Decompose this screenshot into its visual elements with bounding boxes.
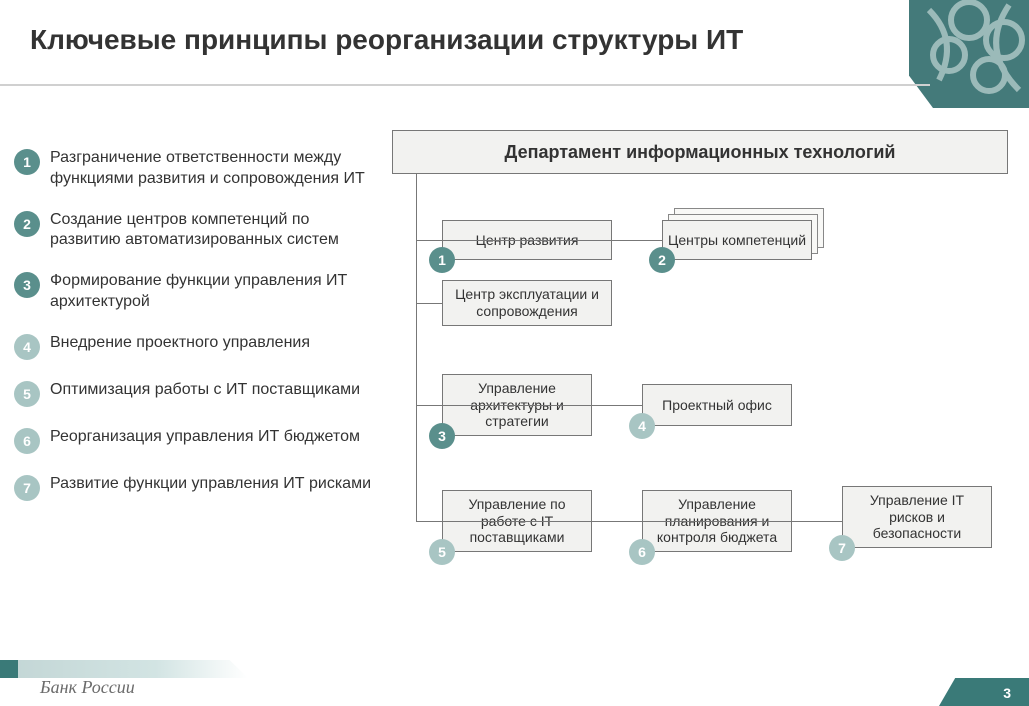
org-node-badge: 2 [649, 247, 675, 273]
principle-badge: 1 [14, 149, 40, 175]
principle-text: Развитие функции управления ИТ рисками [50, 474, 371, 495]
org-chart: Департамент информационных технологий Це… [392, 130, 1012, 620]
principle-item: 7 Развитие функции управления ИТ рисками [14, 474, 374, 501]
principle-badge: 2 [14, 211, 40, 237]
principle-item: 4 Внедрение проектного управления [14, 333, 374, 360]
org-node-badge: 1 [429, 247, 455, 273]
principle-item: 6 Реорганизация управления ИТ бюджетом [14, 427, 374, 454]
principle-text: Реорганизация управления ИТ бюджетом [50, 427, 360, 448]
footer: Банк России 3 [0, 678, 1029, 706]
org-node-pmo: Проектный офис [642, 384, 792, 426]
principle-badge: 3 [14, 272, 40, 298]
dept-root-box: Департамент информационных технологий [392, 130, 1008, 174]
principle-text: Разграничение ответственности между функ… [50, 148, 374, 190]
page-number: 3 [1003, 685, 1011, 701]
corner-ornament [909, 0, 1029, 108]
org-node-badge: 3 [429, 423, 455, 449]
principle-text: Оптимизация работы с ИТ поставщиками [50, 380, 360, 401]
page-title: Ключевые принципы реорганизации структур… [30, 24, 743, 56]
connector-row [416, 405, 642, 406]
footer-brand: Банк России [40, 677, 135, 698]
org-node-badge: 4 [629, 413, 655, 439]
principles-list: 1 Разграничение ответственности между фун… [14, 148, 374, 521]
principle-item: 2 Создание центров компетенций по развити… [14, 210, 374, 252]
footer-accent-fade [18, 660, 248, 678]
connector-row [416, 303, 442, 304]
org-node-risk: Управление IT рисков и безопасности [842, 486, 992, 548]
principle-text: Формирование функции управления ИТ архит… [50, 271, 374, 313]
principle-badge: 6 [14, 428, 40, 454]
page-number-bg [939, 678, 1029, 706]
org-node-badge: 6 [629, 539, 655, 565]
footer-accent-block [0, 660, 18, 678]
principle-text: Внедрение проектного управления [50, 333, 310, 354]
org-node-ops: Центр эксплуатации и сопровождения [442, 280, 612, 326]
principle-item: 3 Формирование функции управления ИТ архи… [14, 271, 374, 313]
title-underline [0, 84, 930, 86]
principle-item: 1 Разграничение ответственности между фун… [14, 148, 374, 190]
principle-item: 5 Оптимизация работы с ИТ поставщиками [14, 380, 374, 407]
principle-badge: 4 [14, 334, 40, 360]
principle-badge: 5 [14, 381, 40, 407]
principle-text: Создание центров компетенций по развитию… [50, 210, 374, 252]
connector-row [416, 521, 842, 522]
connector-dev-to-comp [612, 240, 662, 241]
org-node-comp: Центры компетенций [662, 220, 812, 260]
org-node-badge: 7 [829, 535, 855, 561]
org-node-badge: 5 [429, 539, 455, 565]
connector-trunk [416, 174, 417, 521]
principle-badge: 7 [14, 475, 40, 501]
